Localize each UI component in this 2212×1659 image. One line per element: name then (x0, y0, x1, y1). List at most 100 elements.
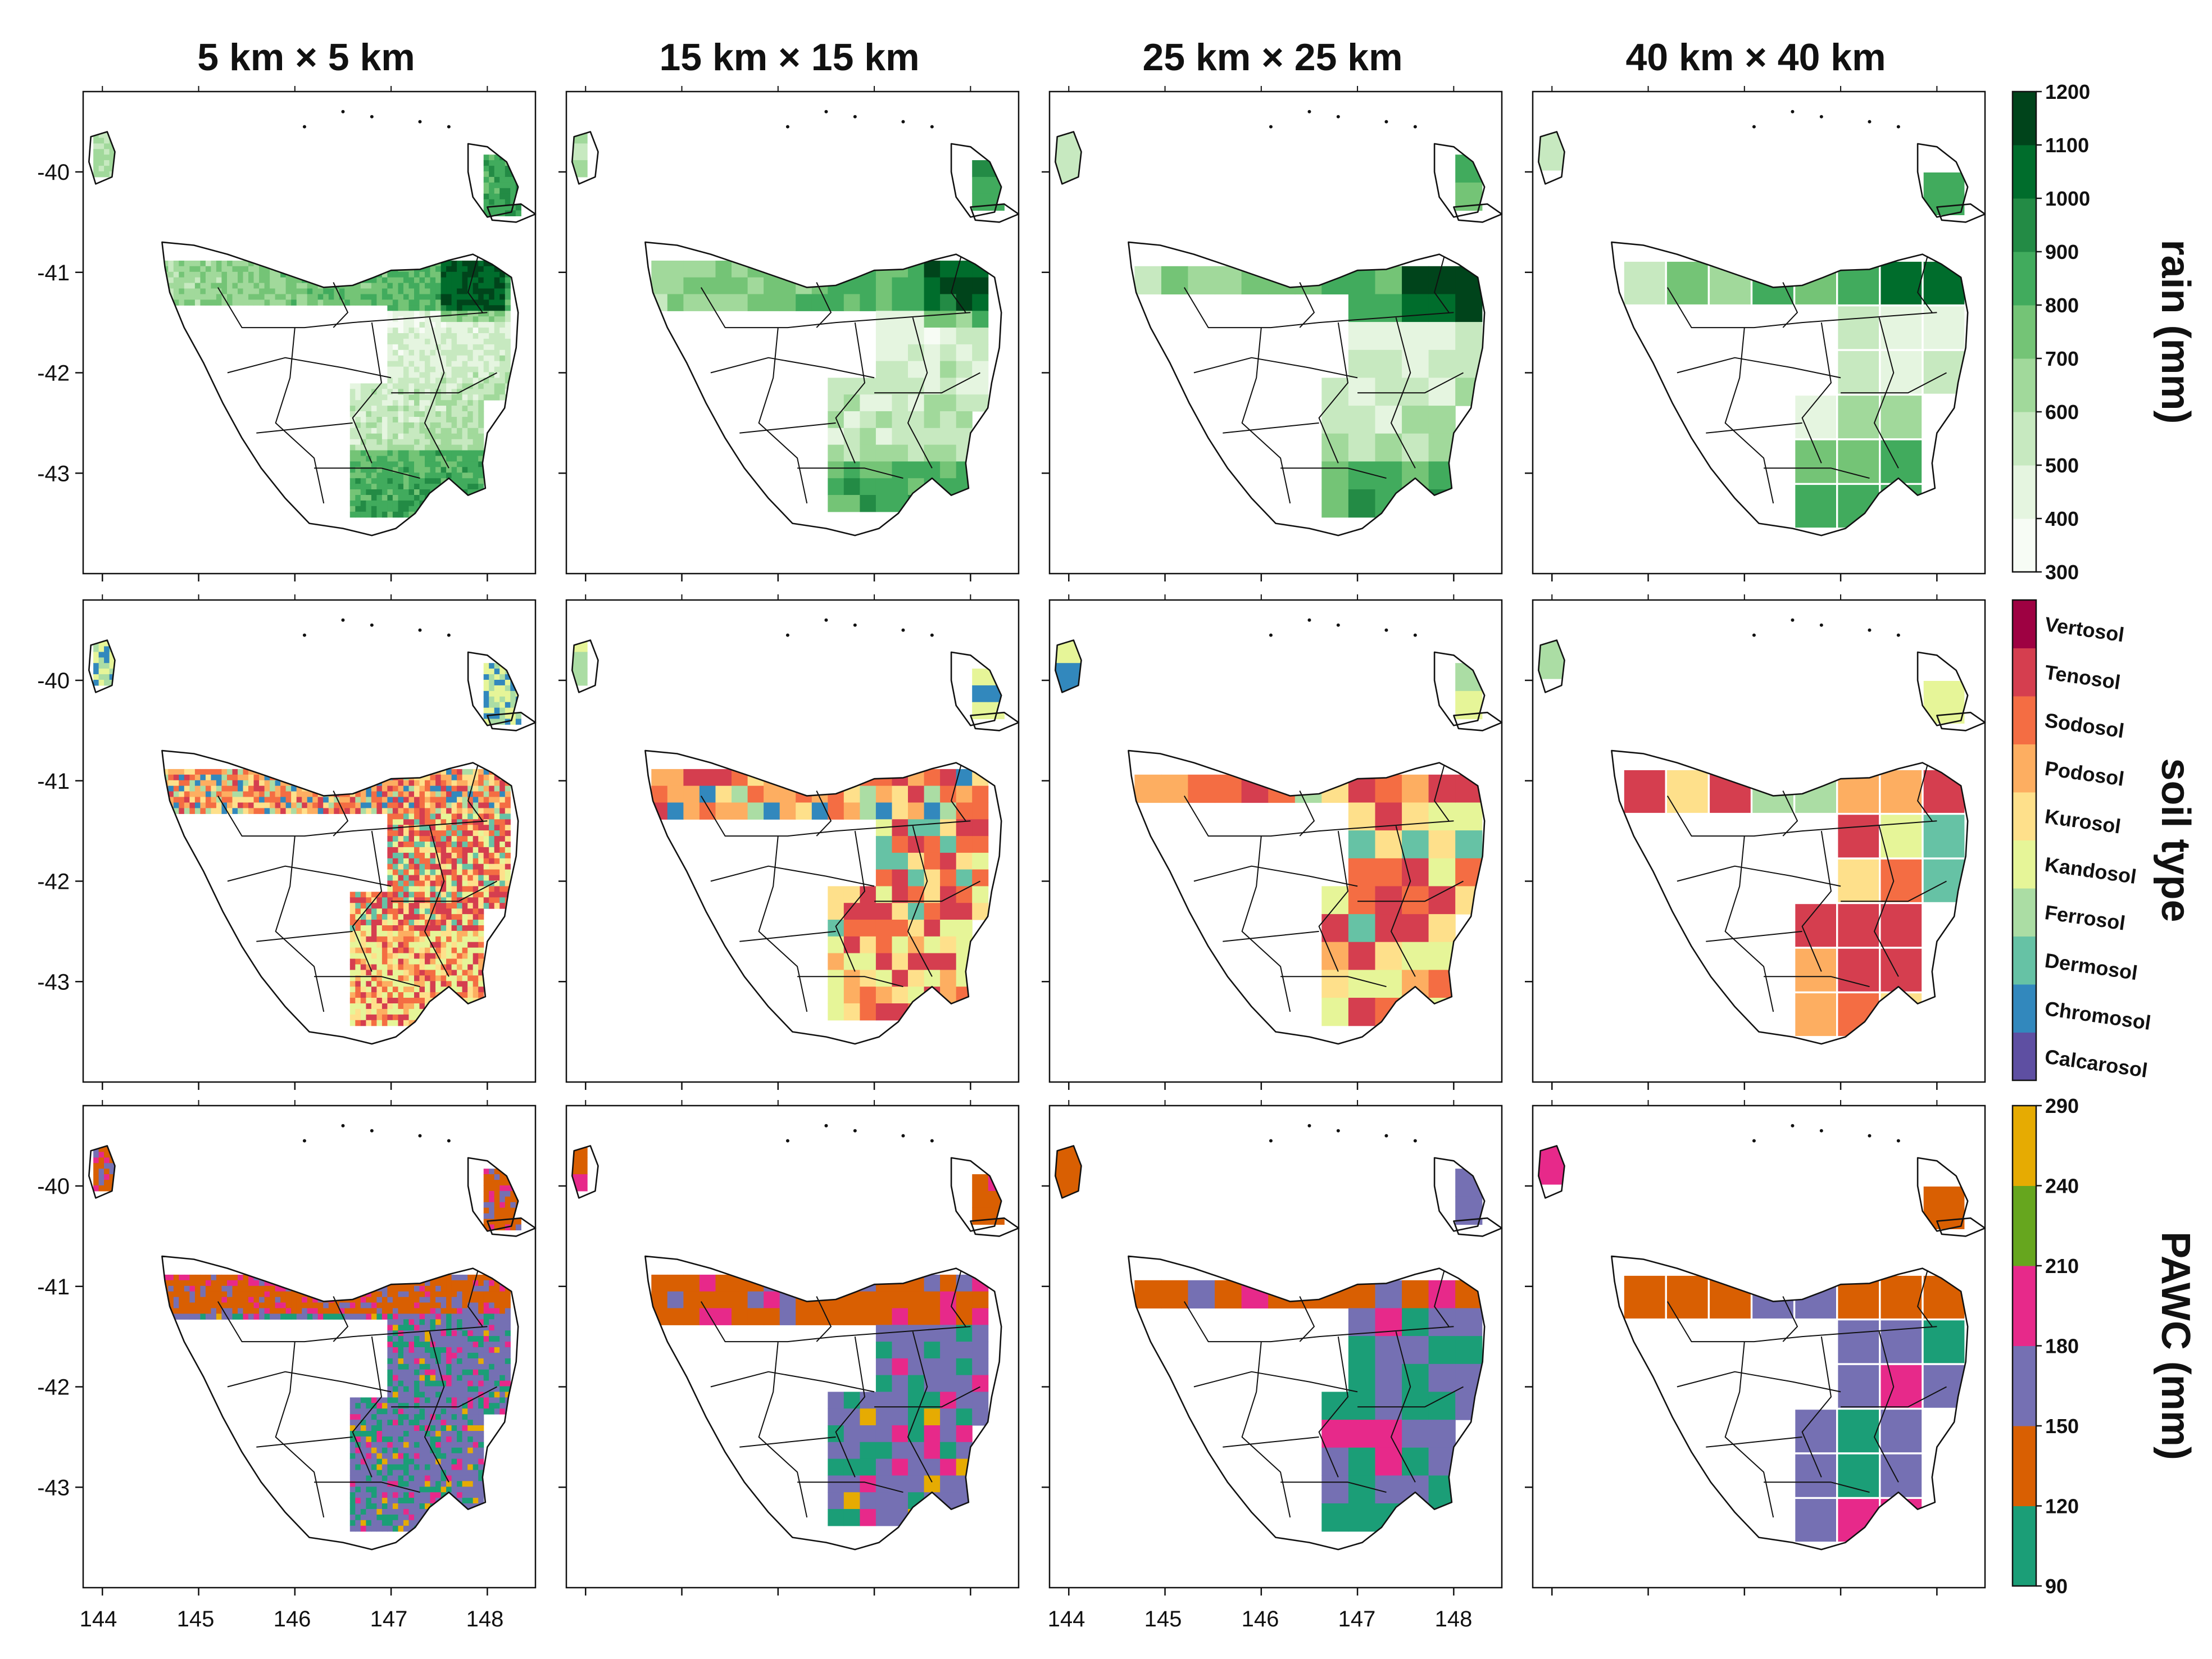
grid-cell (467, 975, 474, 981)
grid-cell (419, 1453, 425, 1460)
grid-cell (408, 1313, 415, 1320)
grid-cell (430, 852, 436, 859)
grid-cell (419, 992, 425, 998)
grid-cell (398, 389, 404, 395)
grid-cell (355, 1425, 361, 1431)
grid-cell (403, 1453, 410, 1460)
grid-cell (440, 802, 447, 808)
grid-cell (430, 1020, 436, 1026)
grid-cell (446, 383, 452, 389)
grid-cell (940, 461, 957, 479)
grid-cell (473, 930, 479, 937)
island-coastline (970, 203, 1020, 223)
grid-cell (1348, 461, 1376, 490)
grid-cell (425, 283, 431, 289)
grid-cell (435, 299, 442, 306)
grid-cell (940, 785, 957, 803)
grid-cell (457, 444, 463, 451)
grid-cell (505, 294, 511, 300)
grid-cell (478, 842, 484, 848)
grid-cell (505, 713, 511, 720)
grid-cell (1375, 322, 1402, 351)
grid-cell (457, 467, 463, 473)
grid-cell (494, 842, 500, 848)
grid-cell (489, 858, 495, 865)
grid-cell (515, 713, 521, 720)
grid-cell (430, 450, 436, 456)
grid-cell (419, 389, 425, 395)
grid-cell (312, 1313, 319, 1320)
grid-cell (425, 1475, 431, 1481)
grid-cell (440, 970, 447, 976)
grid-cell (398, 981, 404, 987)
grid-cell (494, 880, 500, 887)
grid-cell (408, 260, 415, 267)
grid-cell (473, 378, 479, 384)
grid-cell (489, 774, 495, 781)
grid-cell (425, 987, 431, 993)
grid-cell (494, 322, 500, 328)
grid-cell (499, 696, 506, 703)
grid-cell (339, 299, 345, 306)
grid-cell (371, 958, 377, 965)
grid-cell (179, 769, 185, 775)
grid-cell (376, 791, 383, 798)
grid-cell (473, 947, 479, 954)
grid-cell (489, 349, 495, 356)
grid-cell (392, 903, 398, 909)
grid-cell (162, 1274, 169, 1281)
grid-cell (435, 1464, 442, 1470)
grid-cell (440, 958, 447, 965)
grid-cell (408, 1436, 415, 1443)
grid-cell (414, 1330, 420, 1337)
grid-cell (312, 271, 319, 278)
grid-cell (446, 1020, 452, 1026)
grid-cell (843, 461, 860, 479)
grid-cell (425, 344, 431, 351)
grid-cell (371, 472, 377, 479)
grid-cell (435, 1420, 442, 1426)
grid-cell (425, 930, 431, 937)
grid-cell (440, 1352, 447, 1359)
grid-cell (408, 433, 415, 440)
grid-cell (478, 484, 484, 490)
grid-cell (211, 1274, 217, 1281)
grid-cell (494, 182, 500, 189)
grid-cell (243, 797, 249, 803)
grid-cell (179, 1285, 185, 1292)
grid-cell (403, 411, 410, 417)
grid-cell (440, 836, 447, 842)
region-boundary (700, 287, 971, 329)
grid-cell (381, 992, 388, 998)
grid-cell (344, 774, 351, 781)
grid-cell (473, 920, 479, 926)
grid-cell (451, 953, 457, 960)
grid-cell (381, 1514, 388, 1521)
grid-cell (408, 1285, 415, 1292)
grid-cell (371, 1464, 377, 1470)
grid-cell (371, 484, 377, 490)
grid-cell (403, 1431, 410, 1437)
grid-cell (355, 484, 361, 490)
grid-cell (227, 283, 233, 289)
grid-cell (387, 925, 393, 931)
grid-cell (104, 663, 110, 669)
grid-cell (398, 992, 404, 998)
grid-cell (435, 1425, 442, 1431)
grid-cell (387, 372, 393, 378)
grid-cell (403, 484, 410, 490)
grid-cell (483, 696, 489, 703)
grid-cell (200, 1302, 206, 1308)
grid-cell (446, 908, 452, 915)
grid-cell (435, 1330, 442, 1337)
grid-cell (371, 266, 377, 272)
grid-cell (462, 825, 468, 831)
grid-cell (349, 450, 356, 456)
grid-cell (371, 942, 377, 948)
grid-cell (302, 808, 308, 814)
grid-cell (173, 277, 179, 284)
grid-cell (425, 1392, 431, 1398)
grid-cell (425, 305, 431, 311)
grid-cell (312, 1308, 319, 1314)
grid-cell (435, 338, 442, 345)
